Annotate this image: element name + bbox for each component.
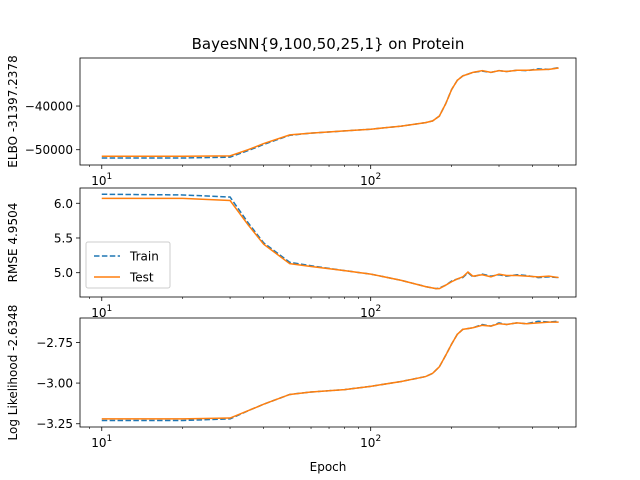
series-line-test [101,197,559,290]
x-tick-base: 10 [91,174,106,188]
y-tick-label: −3.00 [36,377,73,391]
x-tick-exponent: 1 [107,434,113,444]
y-tick-label: 5.0 [54,266,73,280]
x-tick-exponent: 2 [375,304,381,314]
axes-frame [79,317,577,428]
x-axis-label: Epoch [310,460,347,474]
legend: Train Test [85,241,171,289]
y-tick-label: −40000 [25,100,73,114]
y-axis-label: Log Likelihood -2.6348 [6,305,20,441]
x-tick-label: 102 [360,434,381,450]
x-tick-base: 10 [360,174,375,188]
x-tick-label: 102 [360,172,381,188]
x-tick-base: 10 [360,306,375,320]
legend-label-test: Test [129,271,154,285]
axes-frame [79,187,577,298]
x-tick-label: 101 [91,434,112,450]
y-axis-label: RMSE 4.9504 [6,203,20,283]
x-tick-label: 101 [91,304,112,320]
x-tick-exponent: 2 [375,172,381,182]
series-line-test [101,67,559,158]
x-tick-base: 10 [360,436,375,450]
x-tick-label: 102 [360,304,381,320]
axes-frame [79,57,577,166]
x-tick-exponent: 1 [107,172,113,182]
series-line-test [101,321,559,420]
legend-label-train: Train [129,250,159,264]
y-tick-label: −2.75 [36,336,73,350]
x-tick-base: 10 [91,306,106,320]
chart-title: BayesNN{9,100,50,25,1} on Protein [192,35,465,53]
y-tick-label: −3.25 [36,417,73,431]
x-tick-label: 101 [91,172,112,188]
x-tick-exponent: 2 [375,434,381,444]
y-tick-label: 5.5 [54,231,73,245]
series-line-train [101,320,559,422]
x-tick-base: 10 [91,436,106,450]
series-line-train [101,66,559,159]
y-tick-label: 6.0 [54,197,73,211]
x-tick-exponent: 1 [107,304,113,314]
y-tick-label: −50000 [25,143,73,157]
y-axis-label: ELBO -31397.2378 [6,55,20,167]
